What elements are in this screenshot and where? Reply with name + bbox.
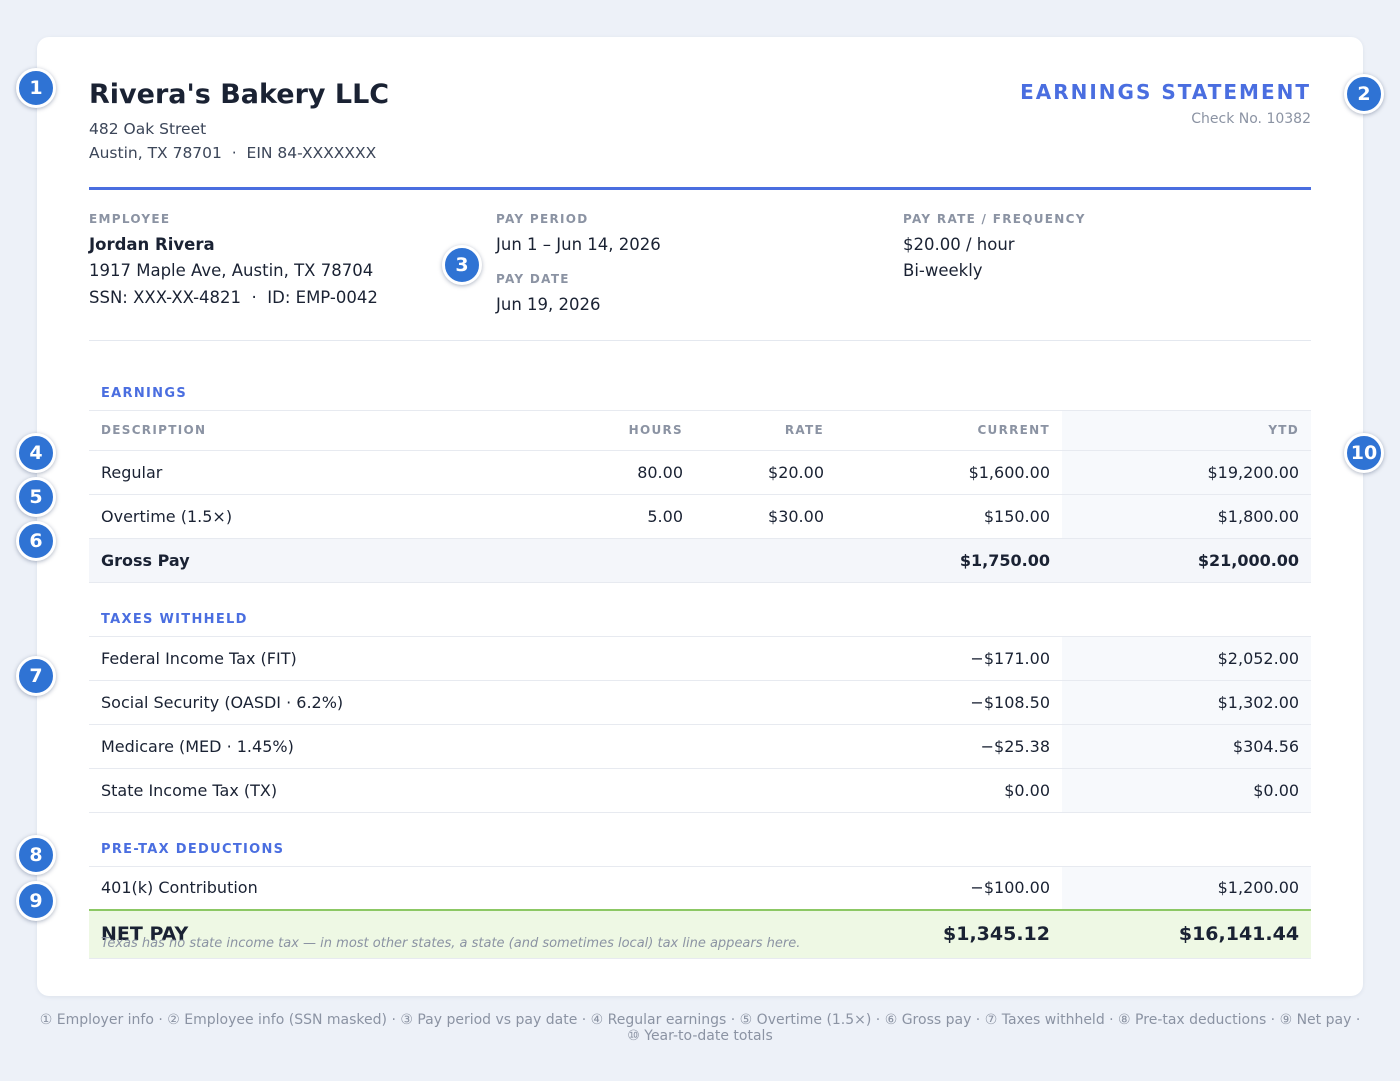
row-description: Federal Income Tax (FIT)	[89, 636, 836, 681]
row-ytd: $1,302.00	[1062, 680, 1312, 725]
marker-1: 1	[16, 68, 56, 108]
row-description: Social Security (OASDI · 6.2%)	[89, 680, 836, 725]
row-current: −$25.38	[836, 724, 1062, 769]
earnings-row-overtime: Overtime (1.5×) 5.00 $30.00 $150.00 $1,8…	[89, 494, 1312, 539]
info-divider	[89, 340, 1311, 341]
taxes-section-label: TAXES WITHHELD	[89, 582, 1312, 637]
header-divider	[89, 187, 1311, 190]
tax-row-medicare: Medicare (MED · 1.45%) −$25.38 $304.56	[89, 724, 1312, 769]
tax-row-social-security: Social Security (OASDI · 6.2%) −$108.50 …	[89, 680, 1312, 725]
net-pay-current: $1,345.12	[836, 909, 1062, 959]
gross-pay-current: $1,750.00	[836, 538, 1062, 583]
pay-date-value: Jun 19, 2026	[496, 295, 601, 314]
row-ytd: $1,200.00	[1062, 866, 1312, 911]
net-pay-row: NET PAY $1,345.12 $16,141.44	[89, 909, 1312, 959]
employer-city-ein: Austin, TX 78701 · EIN 84-XXXXXXX	[89, 144, 377, 162]
row-current: $150.00	[836, 494, 1062, 539]
net-pay-label: NET PAY	[89, 909, 836, 959]
marker-4: 4	[16, 433, 56, 473]
marker-10: 10	[1344, 433, 1384, 473]
row-description: Medicare (MED · 1.45%)	[89, 724, 836, 769]
row-ytd: $1,800.00	[1062, 494, 1312, 539]
gross-pay-label: Gross Pay	[89, 538, 836, 583]
col-description: DESCRIPTION	[89, 410, 555, 451]
row-description: Overtime (1.5×)	[89, 494, 555, 539]
marker-3: 3	[442, 245, 482, 285]
deductions-section-label: PRE-TAX DEDUCTIONS	[89, 812, 1312, 867]
statement-title: EARNINGS STATEMENT	[1020, 80, 1311, 104]
row-ytd: $0.00	[1062, 768, 1312, 813]
pay-table: EARNINGS DESCRIPTION HOURS RATE CURRENT …	[89, 355, 1312, 959]
row-current: −$100.00	[836, 866, 1062, 911]
row-current: −$171.00	[836, 636, 1062, 681]
employee-label: EMPLOYEE	[89, 212, 171, 226]
marker-7: 7	[16, 656, 56, 696]
taxes-section-row: TAXES WITHHELD	[89, 582, 1312, 637]
tax-row-federal: Federal Income Tax (FIT) −$171.00 $2,052…	[89, 636, 1312, 681]
row-hours: 80.00	[555, 450, 695, 495]
deductions-section-row: PRE-TAX DEDUCTIONS	[89, 812, 1312, 867]
row-current: −$108.50	[836, 680, 1062, 725]
pay-date-label: PAY DATE	[496, 272, 570, 286]
employer-name: Rivera's Bakery LLC	[89, 79, 390, 110]
pay-frequency-value: Bi-weekly	[903, 261, 983, 280]
net-pay-ytd: $16,141.44	[1062, 909, 1312, 959]
col-hours: HOURS	[555, 410, 695, 451]
row-ytd: $19,200.00	[1062, 450, 1312, 495]
row-hours: 5.00	[555, 494, 695, 539]
column-header-row: DESCRIPTION HOURS RATE CURRENT YTD	[89, 410, 1312, 451]
row-description: Regular	[89, 450, 555, 495]
row-rate: $20.00	[695, 450, 836, 495]
marker-2: 2	[1344, 74, 1384, 114]
col-rate: RATE	[695, 410, 836, 451]
row-description: 401(k) Contribution	[89, 866, 836, 911]
employee-ids: SSN: XXX-XX-4821 · ID: EMP-0042	[89, 288, 378, 307]
deduction-row-401k: 401(k) Contribution −$100.00 $1,200.00	[89, 866, 1312, 911]
row-ytd: $304.56	[1062, 724, 1312, 769]
pay-period-label: PAY PERIOD	[496, 212, 589, 226]
marker-9: 9	[16, 881, 56, 921]
earnings-statement-card: Rivera's Bakery LLC 482 Oak Street Austi…	[37, 37, 1363, 996]
earnings-row-regular: Regular 80.00 $20.00 $1,600.00 $19,200.0…	[89, 450, 1312, 495]
tax-row-state: State Income Tax (TX) $0.00 $0.00	[89, 768, 1312, 813]
row-current: $1,600.00	[836, 450, 1062, 495]
marker-5: 5	[16, 477, 56, 517]
row-current: $0.00	[836, 768, 1062, 813]
marker-8: 8	[16, 835, 56, 875]
employer-street: 482 Oak Street	[89, 120, 207, 138]
pay-rate-value: $20.00 / hour	[903, 235, 1015, 254]
row-description: State Income Tax (TX)	[89, 768, 836, 813]
pay-rate-label: PAY RATE / FREQUENCY	[903, 212, 1086, 226]
gross-pay-row: Gross Pay $1,750.00 $21,000.00	[89, 538, 1312, 583]
employee-address: 1917 Maple Ave, Austin, TX 78704	[89, 261, 374, 280]
employee-name: Jordan Rivera	[89, 235, 215, 254]
earnings-section-row: EARNINGS	[89, 355, 1312, 411]
legend-line-1: ① Employer info · ② Employee info (SSN m…	[39, 1012, 1361, 1028]
footnote: Texas has no state income tax — in most …	[101, 936, 801, 951]
row-ytd: $2,052.00	[1062, 636, 1312, 681]
col-ytd: YTD	[1062, 410, 1312, 451]
check-number: Check No. 10382	[1191, 111, 1311, 127]
gross-pay-ytd: $21,000.00	[1062, 538, 1312, 583]
pay-period-value: Jun 1 – Jun 14, 2026	[496, 235, 661, 254]
legend-line-2: ⑩ Year-to-date totals	[627, 1028, 773, 1044]
row-rate: $30.00	[695, 494, 836, 539]
col-current: CURRENT	[836, 410, 1062, 451]
earnings-section-label: EARNINGS	[89, 355, 1312, 411]
marker-6: 6	[16, 521, 56, 561]
